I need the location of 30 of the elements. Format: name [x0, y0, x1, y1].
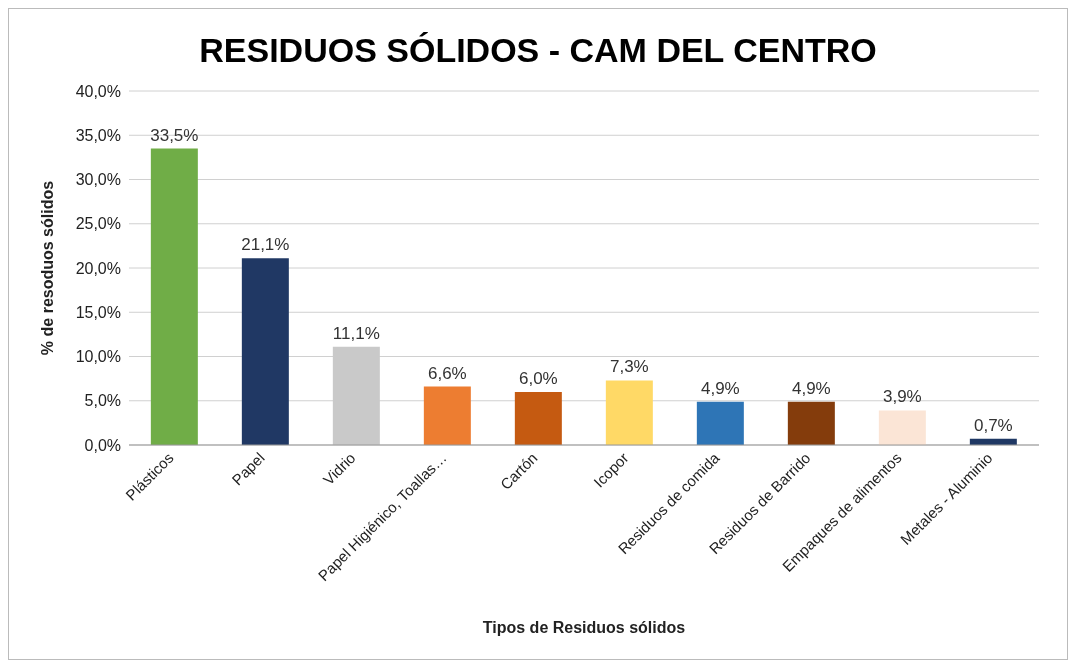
y-tick-label: 0,0%: [84, 436, 121, 454]
y-tick-label: 40,0%: [75, 82, 121, 100]
bar: [241, 258, 289, 445]
data-label: 4,9%: [700, 378, 740, 398]
data-label: 33,5%: [150, 125, 199, 145]
chart-title: RESIDUOS SÓLIDOS - CAM DEL CENTRO: [198, 30, 878, 71]
data-label: 4,9%: [791, 378, 831, 398]
data-label: 6,6%: [427, 363, 467, 383]
data-label: 3,9%: [882, 387, 922, 407]
y-tick-label: 20,0%: [75, 259, 121, 277]
y-axis-title: % de resoduos sólidos: [38, 180, 56, 356]
bar: [787, 401, 835, 445]
bar: [150, 148, 198, 445]
bar: [514, 391, 562, 445]
y-tick-label: 10,0%: [75, 348, 121, 366]
y-tick-label: 15,0%: [75, 303, 121, 321]
y-tick-label: 30,0%: [75, 171, 121, 189]
bar: [696, 401, 744, 445]
data-label: 11,1%: [332, 323, 380, 343]
y-tick-label: 35,0%: [75, 126, 121, 144]
data-label: 21,1%: [241, 235, 290, 255]
bar: [878, 410, 926, 445]
bar: [423, 386, 471, 445]
y-tick-label: 5,0%: [84, 392, 121, 410]
data-label: 0,7%: [973, 415, 1013, 435]
bar: [605, 380, 653, 445]
y-tick-label: 25,0%: [75, 215, 121, 233]
data-label: 6,0%: [518, 368, 558, 388]
x-axis-title: Tipos de Residuos sólidos: [482, 619, 686, 636]
data-label: 7,3%: [609, 357, 649, 377]
